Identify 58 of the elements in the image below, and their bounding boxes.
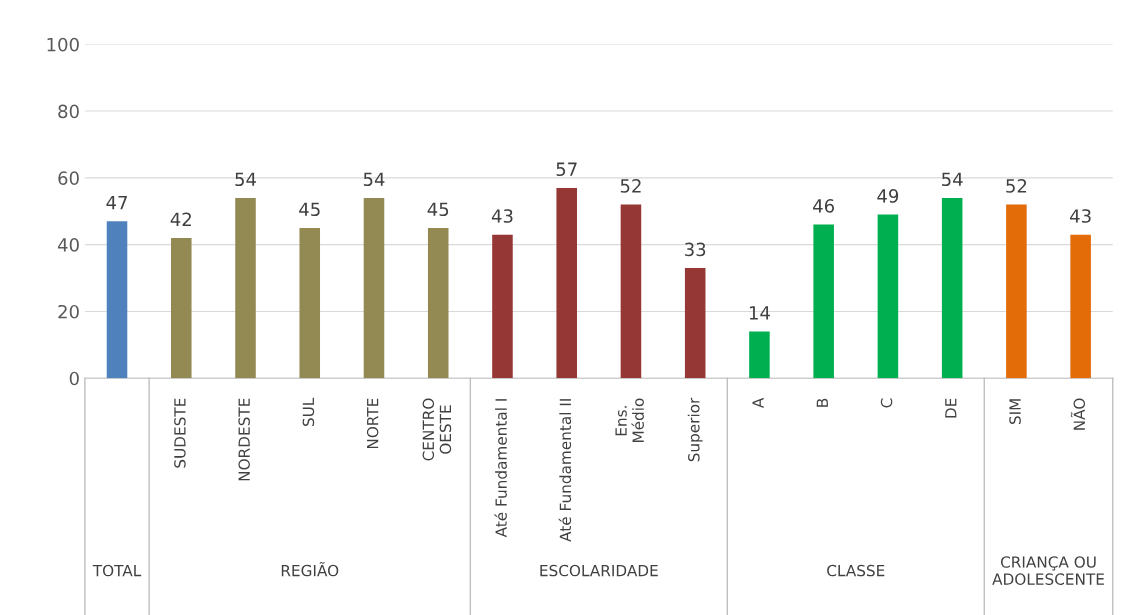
data-label: 45 bbox=[299, 202, 320, 217]
bar bbox=[620, 204, 642, 379]
data-label: 54 bbox=[363, 172, 385, 187]
bar bbox=[556, 187, 577, 379]
data-label: 52 bbox=[1006, 179, 1027, 193]
x-tick-label: Até Fundamental I bbox=[494, 399, 507, 538]
y-tick-label: 100 bbox=[47, 37, 79, 52]
bar bbox=[813, 224, 834, 379]
bar bbox=[941, 197, 963, 379]
text: CRIANÇA OU ADOLESCENTE bbox=[992, 556, 1104, 585]
data-label: 49 bbox=[877, 189, 899, 203]
x-tick-label: Superior bbox=[687, 397, 703, 462]
text: REGIÃO bbox=[281, 562, 339, 577]
x-tick-label: SUDESTE bbox=[174, 398, 186, 468]
bar bbox=[684, 268, 706, 379]
x-tick-label: B bbox=[816, 398, 828, 407]
data-label: 57 bbox=[556, 162, 577, 177]
x-tick-label: Até Fundamental II bbox=[558, 399, 572, 542]
data-label: 43 bbox=[1070, 209, 1091, 223]
data-label: 54 bbox=[942, 172, 963, 187]
bar bbox=[106, 221, 128, 379]
data-label: 45 bbox=[427, 202, 449, 217]
bar bbox=[877, 214, 899, 379]
x-tick-label: A bbox=[752, 397, 764, 408]
y-tick-label: 40 bbox=[57, 238, 79, 252]
data-label: 54 bbox=[235, 172, 256, 187]
bar bbox=[1070, 234, 1091, 379]
bar bbox=[299, 227, 321, 379]
bar bbox=[492, 234, 513, 379]
x-tick-label: NORDESTE bbox=[238, 398, 250, 481]
y-tick-label: 0 bbox=[69, 371, 79, 386]
y-tick-label: 80 bbox=[58, 104, 79, 119]
bar bbox=[363, 197, 385, 379]
data-label: 46 bbox=[813, 199, 835, 213]
data-label: 42 bbox=[170, 212, 191, 226]
bar bbox=[235, 197, 256, 379]
x-tick-label: NÃO bbox=[1070, 398, 1086, 430]
data-label: 52 bbox=[620, 179, 641, 193]
bar bbox=[1006, 204, 1027, 379]
x-tick-label: Ens. Médio bbox=[615, 398, 644, 443]
y-tick-label: 60 bbox=[58, 171, 79, 185]
bar bbox=[427, 227, 449, 379]
x-tick-label: CENTRO OESTE bbox=[422, 398, 452, 461]
x-tick-label: SIM bbox=[1009, 399, 1021, 425]
x-tick-label: SUL bbox=[302, 397, 315, 427]
data-label: 14 bbox=[749, 306, 770, 320]
bar bbox=[170, 237, 192, 379]
data-label: 47 bbox=[106, 196, 127, 210]
text: ESCOLARIDADE bbox=[540, 564, 658, 577]
x-tick-label: DE bbox=[945, 398, 957, 418]
text: TOTAL bbox=[92, 564, 142, 577]
data-label: 33 bbox=[685, 242, 706, 257]
y-tick-label: 20 bbox=[58, 304, 79, 319]
text: CLASSE bbox=[827, 564, 885, 577]
x-tick-label: C bbox=[880, 398, 893, 408]
bar bbox=[749, 331, 770, 379]
x-tick-label: NORTE bbox=[366, 398, 379, 449]
data-label: 43 bbox=[491, 209, 513, 223]
